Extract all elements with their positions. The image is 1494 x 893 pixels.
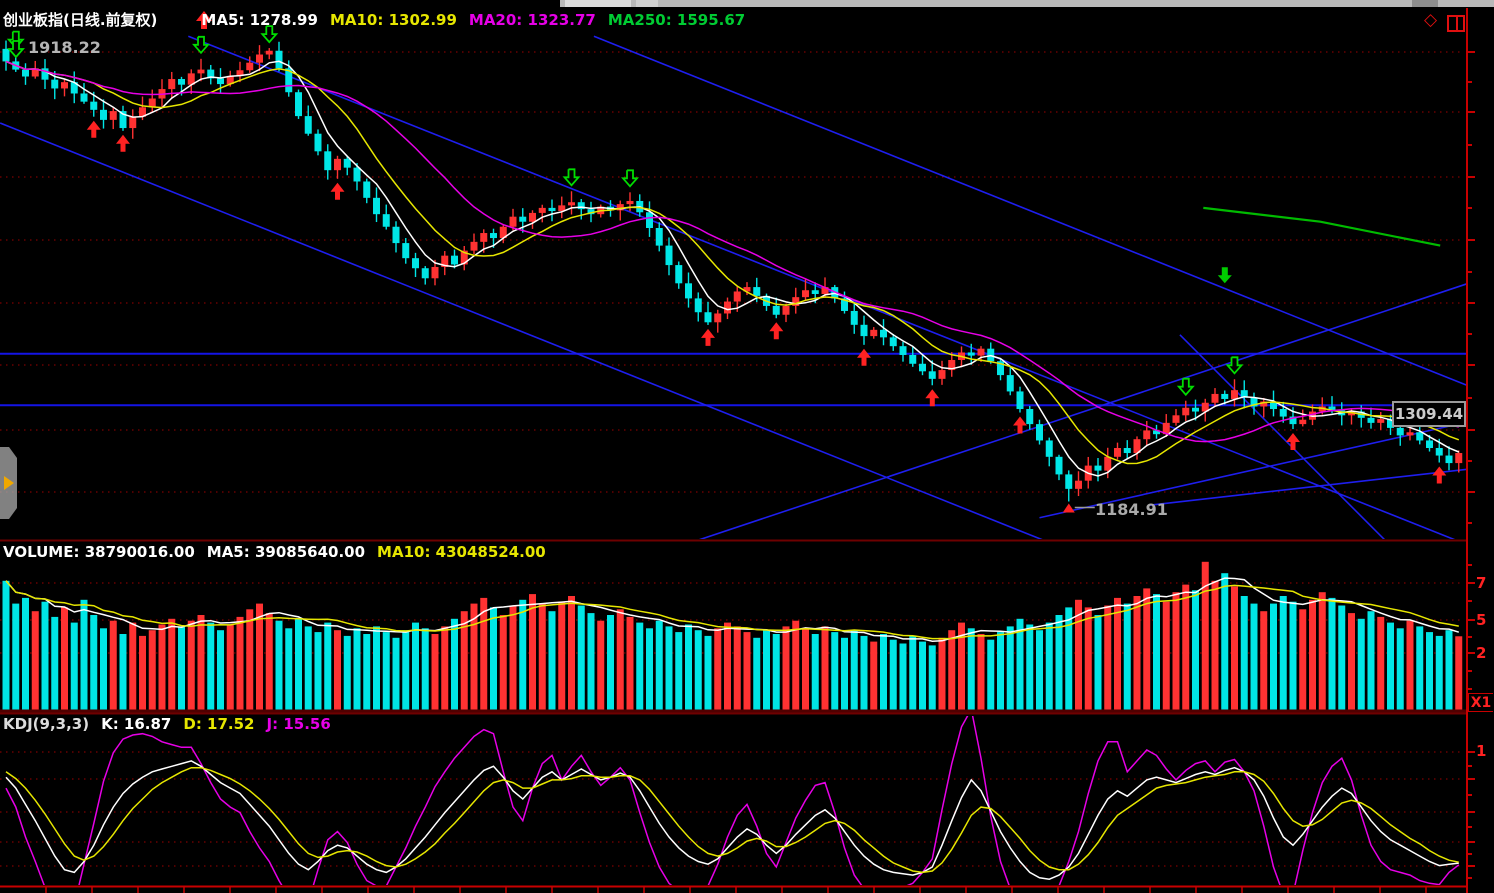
toolbar-button-edge[interactable] <box>636 0 658 7</box>
kdj-axis-tick-label: 1 <box>1476 742 1487 760</box>
kdj-label: KDJ(9,3,3) <box>3 715 90 733</box>
diamond-tool-icon[interactable]: ◇ <box>1424 10 1438 30</box>
volume-ma10-readout: MA10: 43048524.00 <box>377 543 546 561</box>
scale-multiplier-tag[interactable]: X1 <box>1468 693 1493 712</box>
expand-arrow-icon <box>4 476 14 490</box>
volume-axis-tick-label: 5 <box>1476 611 1487 629</box>
volume-ma5-readout: MA5: 39085640.00 <box>206 543 366 561</box>
kdj-header: KDJ(9,3,3) K: 16.87 D: 17.52 J: 15.56 <box>3 715 331 733</box>
sidebar-expand-tab[interactable] <box>0 447 17 519</box>
volume-header: VOLUME: 38790016.00 MA5: 39085640.00 MA1… <box>3 543 546 561</box>
volume-readout: VOLUME: 38790016.00 <box>3 543 195 561</box>
toolbar-edge <box>560 0 1494 7</box>
kdj-d-readout: D: 17.52 <box>183 715 255 733</box>
ma20-readout: MA20: 1323.77 <box>468 10 596 29</box>
kdj-j-readout: J: 15.56 <box>266 715 331 733</box>
volume-axis-tick-label: 2 <box>1476 644 1487 662</box>
kdj-k-readout: K: 16.87 <box>101 715 172 733</box>
low-price-annotation: 1184.91 <box>1095 500 1168 519</box>
instrument-title: 创业板指(日线.前复权) <box>3 11 158 29</box>
ma250-readout: MA250: 1595.67 <box>607 10 746 29</box>
window-split-icon-bar <box>1456 17 1458 30</box>
ma5-readout: MA5: 1278.99 <box>201 10 318 29</box>
ma10-readout: MA10: 1302.99 <box>329 10 457 29</box>
volume-axis-tick-label: 7 <box>1476 574 1487 592</box>
toolbar-button-edge[interactable] <box>1412 0 1438 7</box>
main-chart-header: 创业板指(日线.前复权) MA5: 1278.99 MA10: 1302.99 … <box>3 9 745 30</box>
start-price-label: 1918.22 <box>28 38 101 57</box>
toolbar-button-edge[interactable] <box>565 0 631 7</box>
window-split-icon[interactable] <box>1447 15 1465 32</box>
last-price-tag: 1309.44 <box>1392 401 1466 427</box>
